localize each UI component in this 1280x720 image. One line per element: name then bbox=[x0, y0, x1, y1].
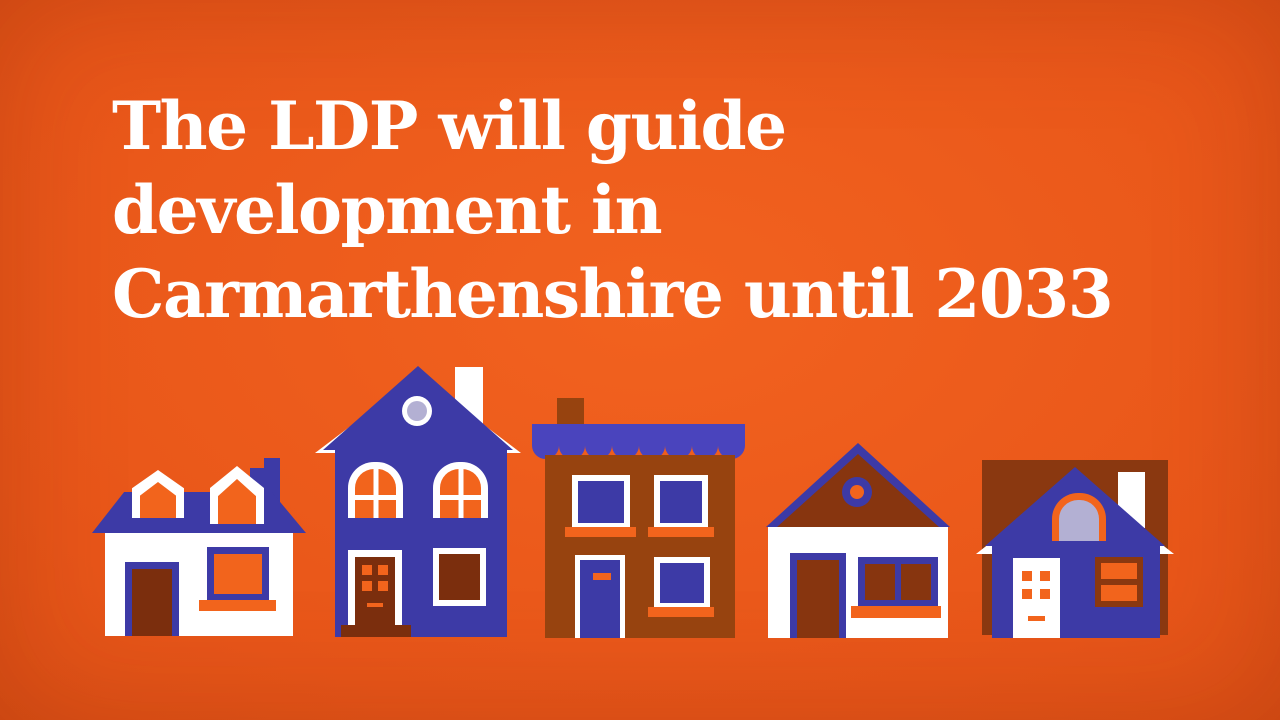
window-sill bbox=[565, 527, 636, 537]
window bbox=[858, 557, 938, 607]
roof bbox=[92, 492, 306, 533]
window-pane bbox=[660, 563, 704, 603]
door-pane bbox=[1040, 589, 1050, 599]
gable-house-icon bbox=[976, 460, 1174, 638]
window-pane bbox=[660, 481, 702, 523]
door-handle bbox=[1028, 616, 1045, 621]
terrace-house-icon bbox=[532, 398, 747, 638]
window bbox=[572, 475, 630, 529]
bungalow-house-icon bbox=[766, 443, 950, 638]
door-pane bbox=[1022, 589, 1032, 599]
page-title: The LDP will guide development in Carmar… bbox=[112, 84, 1114, 336]
window-sill bbox=[851, 606, 941, 618]
title-line-3: Carmarthenshire until 2033 bbox=[112, 255, 1114, 333]
title-line-2: development in bbox=[112, 171, 663, 249]
door bbox=[575, 555, 625, 638]
cottage-house-icon bbox=[92, 458, 306, 636]
door-pane bbox=[1022, 571, 1032, 581]
arched-window bbox=[1052, 493, 1106, 541]
window-sill bbox=[648, 527, 714, 537]
window-pane bbox=[1059, 500, 1099, 541]
door-letterbox bbox=[593, 573, 611, 580]
door bbox=[790, 553, 846, 638]
window-pane bbox=[1101, 563, 1137, 579]
round-window bbox=[402, 396, 432, 426]
door bbox=[348, 550, 402, 627]
door-pane bbox=[1040, 571, 1050, 581]
door-pane bbox=[378, 581, 388, 591]
dormer-pane bbox=[140, 482, 176, 518]
window-sill bbox=[648, 607, 714, 617]
door-step bbox=[341, 625, 411, 637]
window bbox=[433, 548, 486, 606]
window-pane bbox=[214, 554, 262, 594]
window-pane bbox=[355, 469, 396, 518]
round-window-pane bbox=[850, 485, 864, 499]
window bbox=[654, 557, 710, 609]
window-pane bbox=[578, 481, 624, 523]
window-pane bbox=[440, 469, 481, 518]
dormer-window-icon bbox=[132, 470, 184, 518]
door-pane bbox=[362, 565, 372, 575]
door-pane bbox=[378, 565, 388, 575]
round-window bbox=[842, 477, 872, 507]
door-letterbox bbox=[367, 603, 383, 607]
window bbox=[207, 547, 269, 601]
window-pane bbox=[865, 564, 895, 600]
door-pane bbox=[362, 581, 372, 591]
door-panel bbox=[797, 560, 839, 638]
door bbox=[125, 562, 179, 636]
window-pane bbox=[901, 564, 931, 600]
arched-window bbox=[348, 462, 403, 518]
window bbox=[1095, 557, 1143, 607]
door-panel bbox=[580, 560, 620, 638]
window-pane bbox=[1101, 585, 1137, 601]
door bbox=[1013, 558, 1060, 638]
title-line-1: The LDP will guide bbox=[112, 87, 787, 165]
dormer-pane bbox=[218, 479, 256, 524]
round-window-pane bbox=[407, 401, 427, 421]
window bbox=[654, 475, 708, 529]
window-sill bbox=[199, 600, 276, 611]
window-pane bbox=[439, 554, 480, 600]
tall-townhouse-icon bbox=[315, 362, 521, 637]
awning-roof bbox=[532, 424, 745, 446]
door-panel bbox=[132, 569, 172, 636]
door-panel bbox=[355, 557, 395, 627]
arched-window bbox=[433, 462, 488, 518]
